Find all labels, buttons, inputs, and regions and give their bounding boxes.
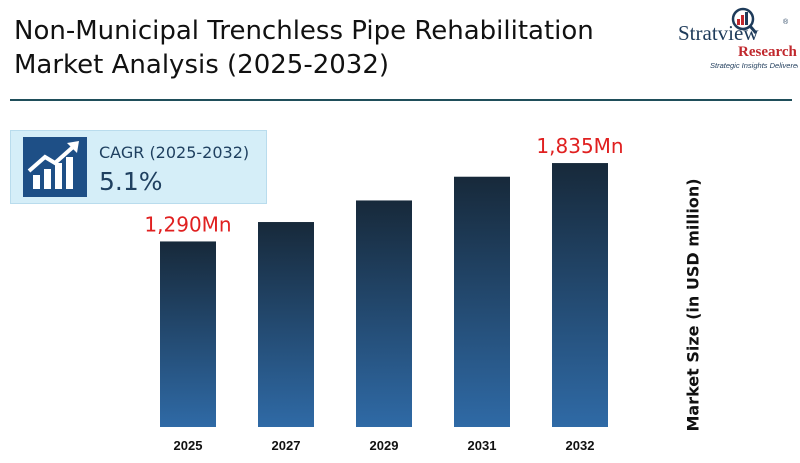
data-label: 1,835Mn [536, 134, 623, 158]
page-title: Non-Municipal Trenchless Pipe Rehabilita… [14, 16, 594, 80]
bar-2032 [552, 163, 608, 427]
brand-registered-mark: ® [783, 18, 789, 26]
x-tick-label: 2031 [468, 438, 497, 453]
x-tick-label: 2027 [272, 438, 301, 453]
cagr-box: CAGR (2025-2032) 5.1% [10, 130, 267, 204]
brand-name-research: Research [738, 44, 798, 60]
header-divider [10, 99, 792, 101]
y-axis-label: Market Size (in USD million) [683, 178, 703, 432]
cagr-value: 5.1% [99, 167, 163, 196]
x-tick-label: 2032 [566, 438, 595, 453]
cagr-label: CAGR (2025-2032) [99, 143, 250, 162]
brand-tagline: Strategic Insights Delivered [710, 61, 798, 70]
bar-2031 [454, 176, 510, 427]
bar-2029 [356, 200, 412, 427]
brand-logo: Stratview ® Research Strategic Insights … [670, 4, 800, 74]
magnifier-chart-icon [731, 7, 758, 34]
bar-2027 [258, 222, 314, 427]
bar-2025 [160, 241, 216, 427]
x-tick-label: 2025 [174, 438, 203, 453]
growth-chart-icon [23, 137, 87, 197]
x-tick-label: 2029 [370, 438, 399, 453]
data-label: 1,290Mn [144, 212, 231, 236]
